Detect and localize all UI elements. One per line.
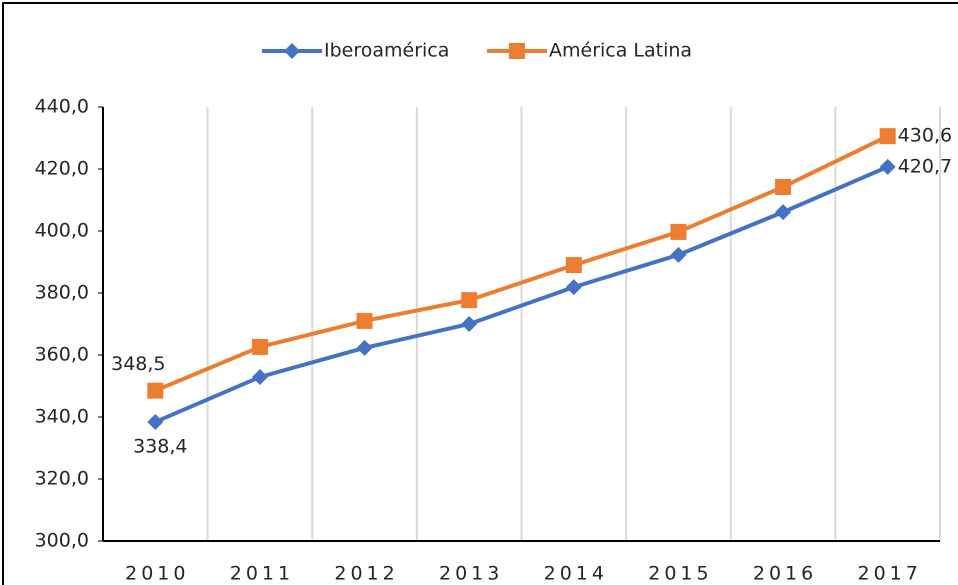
data-label: 420,7 <box>898 155 952 177</box>
point <box>461 316 478 332</box>
point <box>879 128 896 145</box>
series-line <box>154 164 889 424</box>
y-tick-label: 400,0 <box>35 220 89 242</box>
point <box>670 246 687 263</box>
x-tick-label: 2013 <box>439 563 503 585</box>
point <box>775 204 792 221</box>
point <box>356 339 373 356</box>
series-line <box>154 134 889 393</box>
y-tick-label: 440,0 <box>35 96 89 118</box>
point <box>461 292 478 309</box>
y-tick-label: 360,0 <box>35 344 89 366</box>
x-tick-label: 2017 <box>858 563 922 585</box>
x-tick-label: 2010 <box>125 563 189 585</box>
legend-label: América Latina <box>549 40 692 62</box>
point <box>251 338 268 355</box>
y-tick-label: 420,0 <box>35 158 89 180</box>
y-tick-label: 300,0 <box>35 530 89 552</box>
point <box>251 369 268 386</box>
point <box>670 223 687 240</box>
point <box>775 178 792 195</box>
y-tick-label: 380,0 <box>35 282 89 304</box>
x-tick-label: 2014 <box>544 563 608 585</box>
point <box>356 312 373 329</box>
x-tick-label: 2012 <box>334 563 398 585</box>
point <box>565 279 582 296</box>
data-label: 430,6 <box>898 125 952 147</box>
data-label: 338,4 <box>133 435 187 457</box>
point <box>879 158 896 175</box>
y-tick-label: 340,0 <box>35 406 89 428</box>
x-tick-label: 2011 <box>230 563 294 585</box>
y-tick-label: 320,0 <box>35 468 89 490</box>
point <box>147 382 164 399</box>
x-tick-label: 2016 <box>753 563 817 585</box>
point <box>565 257 582 274</box>
legend-marker <box>284 43 300 59</box>
point <box>147 413 164 430</box>
legend-marker <box>509 43 525 59</box>
x-tick-label: 2015 <box>648 563 712 585</box>
data-label: 348,5 <box>111 353 165 375</box>
legend-label: Iberoamérica <box>324 40 449 62</box>
